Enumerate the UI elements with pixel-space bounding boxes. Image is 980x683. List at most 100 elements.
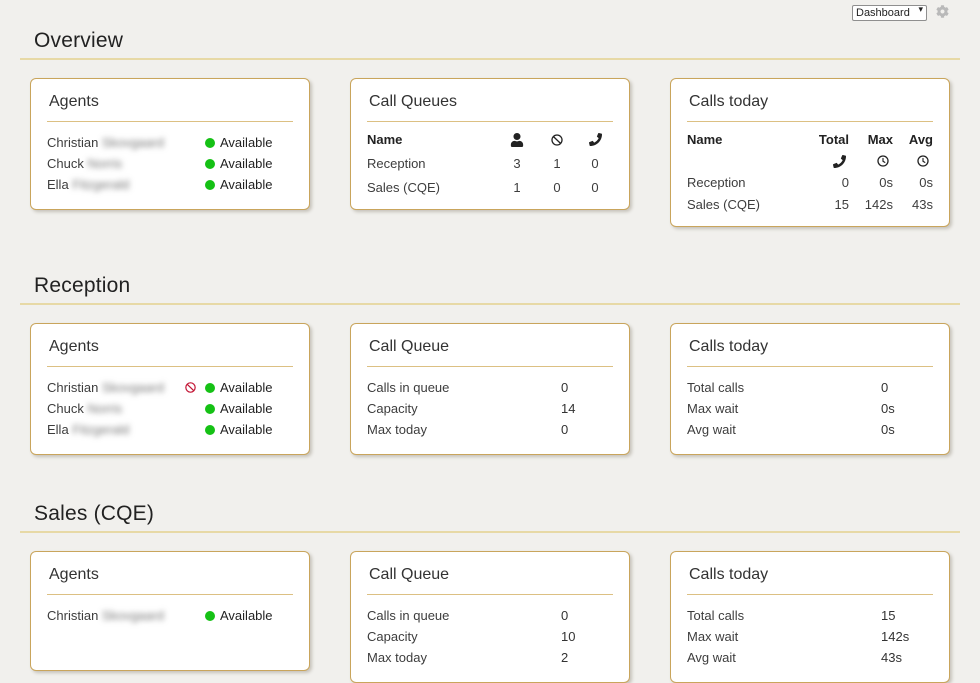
queue-name: Sales (CQE) [687, 197, 760, 212]
status-label: Available [220, 177, 273, 192]
section-title: Reception [34, 274, 131, 297]
stat-label: Max today [367, 422, 427, 437]
stat-label: Max wait [687, 629, 739, 644]
status-label: Available [220, 135, 273, 150]
green-dot-icon [205, 403, 215, 414]
avg-wait: 0s [919, 175, 933, 190]
queue-agents-count: 3 [513, 156, 521, 171]
redacted-name: Skovgaard [101, 380, 165, 395]
redacted-name: Norris [87, 156, 123, 171]
card-title: Call Queues [367, 91, 613, 122]
agent-row: Ella Fitzgerald Available [47, 174, 293, 195]
section-divider [20, 531, 960, 533]
queue-name: Reception [367, 156, 426, 171]
section-sales-cqe: Sales (CQE) Agents Christian Skovgaard A… [0, 501, 980, 683]
queue-calls-count: 0 [591, 180, 599, 195]
card-title: Calls today [687, 564, 933, 595]
section-divider [20, 58, 960, 60]
ban-icon [537, 133, 577, 147]
stat-value: 15 [881, 608, 896, 623]
overview-calls-today-card: Calls today Name Total Max Avg Reception… [670, 78, 950, 227]
avg-wait: 43s [912, 197, 933, 212]
green-dot-icon [205, 137, 215, 148]
redacted-name: Skovgaard [101, 135, 165, 150]
agent-status: Available [185, 380, 293, 395]
stat-value: 0s [881, 422, 895, 437]
agent-name: Chuck Norris [47, 156, 123, 171]
stat-label: Capacity [367, 629, 418, 644]
agent-row: Christian Skovgaard Available [47, 605, 293, 626]
stat-value: 0 [561, 608, 569, 623]
agent-status: Available [205, 401, 293, 416]
stat-label: Total calls [687, 380, 745, 395]
top-toolbar: Dashboard [0, 0, 980, 21]
stat-row: Calls in queue 0 [367, 377, 613, 398]
redacted-name: Fitzgerald [72, 177, 130, 192]
stat-row: Total calls 0 [687, 377, 933, 398]
agent-row: Ella Fitzgerald Available [47, 419, 293, 440]
red-ban-icon [184, 381, 197, 394]
stat-value: 0 [881, 380, 889, 395]
stat-value: 43s [881, 650, 902, 665]
status-label: Available [220, 401, 273, 416]
redacted-name: Norris [87, 401, 123, 416]
queue-name: Reception [687, 175, 746, 190]
section-reception: Reception Agents Christian Skovgaard Ava… [0, 273, 980, 455]
card-title: Agents [47, 91, 293, 122]
agent-status: Available [205, 156, 293, 171]
stat-row: Calls in queue 0 [367, 605, 613, 626]
section-overview: Overview Agents Christian Skovgaard Avai… [0, 28, 980, 227]
max-wait: 0s [879, 175, 893, 190]
agent-status: Available [205, 177, 293, 192]
redacted-name: Skovgaard [101, 608, 165, 623]
card-title: Agents [47, 336, 293, 367]
stat-label: Calls in queue [367, 380, 450, 395]
reception-agents-card: Agents Christian Skovgaard Available Chu… [30, 323, 310, 455]
stat-label: Calls in queue [367, 608, 450, 623]
call-queues-table: Name Reception 3 1 0 Sales (CQE) 1 0 0 [367, 132, 613, 195]
status-label: Available [220, 156, 273, 171]
overview-call-queues-card: Call Queues Name Reception 3 1 0 Sales (… [350, 78, 630, 210]
stat-value: 10 [561, 629, 576, 644]
agent-status: Available [205, 608, 293, 623]
stat-label: Capacity [367, 401, 418, 416]
stat-value: 2 [561, 650, 569, 665]
dashboard-view-select[interactable]: Dashboard [852, 4, 927, 21]
queue-banned-count: 1 [553, 156, 561, 171]
status-label: Available [220, 422, 273, 437]
column-header-name: Name [687, 132, 723, 147]
green-dot-icon [205, 382, 215, 393]
card-title: Calls today [687, 336, 933, 367]
phone-icon [577, 133, 613, 146]
total-calls: 15 [834, 197, 849, 212]
card-title: Calls today [687, 91, 933, 122]
reception-call-queue-card: Call Queue Calls in queue 0 Capacity 14 Ma… [350, 323, 630, 455]
gear-icon[interactable] [936, 4, 950, 19]
queue-agents-count: 1 [513, 180, 521, 195]
phone-icon [803, 154, 849, 168]
section-title: Overview [34, 29, 124, 52]
agent-status: Available [205, 422, 293, 437]
queue-banned-count: 0 [553, 180, 561, 195]
card-title: Agents [47, 564, 293, 595]
stat-value: 0 [561, 380, 569, 395]
card-title: Call Queue [367, 564, 613, 595]
column-header-total: Total [818, 132, 849, 147]
stat-value: 142s [881, 629, 910, 644]
stat-row: Capacity 14 [367, 398, 613, 419]
agent-row: Christian Skovgaard Available [47, 377, 293, 398]
column-header-avg: Avg [908, 132, 933, 147]
agent-row: Christian Skovgaard Available [47, 132, 293, 153]
agent-name: Chuck Norris [47, 401, 123, 416]
stat-label: Max today [367, 650, 427, 665]
stat-row: Avg wait 43s [687, 647, 933, 668]
clock-icon [849, 154, 893, 168]
stat-label: Avg wait [687, 650, 736, 665]
column-header-max: Max [867, 132, 893, 147]
column-header-name: Name [367, 132, 403, 147]
clock-icon [893, 154, 933, 168]
agent-name: Ella Fitzgerald [47, 177, 130, 192]
stat-row: Capacity 10 [367, 626, 613, 647]
agent-status: Available [205, 135, 293, 150]
status-label: Available [220, 608, 273, 623]
